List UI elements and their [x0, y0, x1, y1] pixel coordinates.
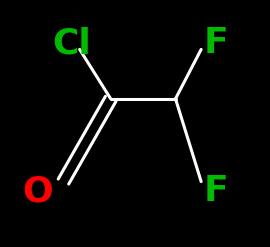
- Text: F: F: [204, 26, 228, 60]
- Text: F: F: [204, 174, 228, 208]
- Text: Cl: Cl: [53, 26, 92, 60]
- Text: O: O: [22, 174, 53, 208]
